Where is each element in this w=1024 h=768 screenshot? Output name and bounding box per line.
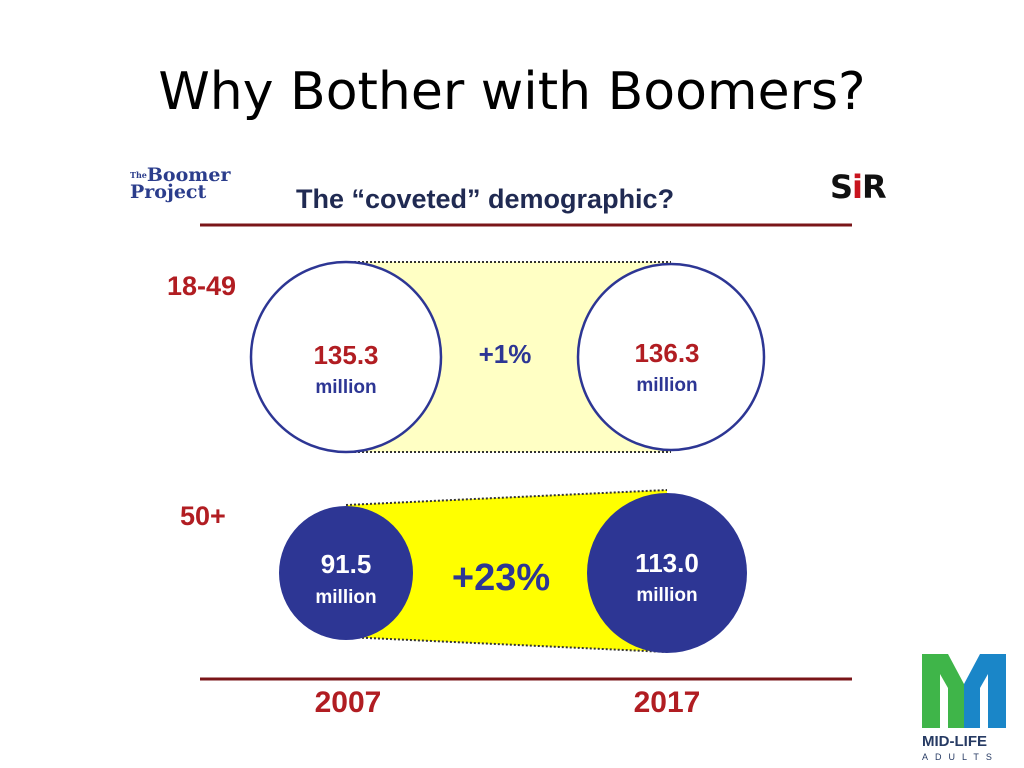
sir-logo-figure-icon: i [852, 168, 863, 206]
unit-18-49-2007: million [315, 377, 376, 398]
boomer-logo-prefix: The [130, 170, 147, 180]
row-label-50-plus: 50+ [180, 501, 226, 531]
circle-18-49-2007 [249, 260, 443, 454]
sir-logo-right: R [862, 168, 887, 206]
unit-50-plus-2017: million [636, 585, 697, 606]
band-50-plus [346, 490, 667, 652]
value-18-49-2017: 136.3 [634, 338, 699, 368]
value-18-49-2007: 135.3 [313, 340, 378, 370]
circle-18-49-2017 [576, 262, 766, 452]
year-end: 2017 [634, 686, 701, 719]
boomer-project-logo: TheBoomer Project [130, 164, 231, 203]
circle-50-plus-2017 [587, 493, 747, 653]
graphic-headline: The “coveted” demographic? [296, 184, 675, 214]
value-50-plus-2007: 91.5 [321, 549, 372, 579]
value-50-plus-2017: 113.0 [635, 548, 699, 578]
change-50-plus: +23% [452, 557, 550, 599]
circle-50-plus-2007 [279, 506, 413, 640]
row-label-18-49: 18-49 [167, 271, 236, 301]
sir-logo: SiR [830, 168, 887, 206]
slide-title: Why Bother with Boomers? [158, 62, 866, 122]
band-50-plus-bottom-edge [345, 636, 668, 653]
change-18-49: +1% [479, 339, 532, 369]
brand-name: MID-LIFE [922, 733, 987, 750]
boomer-logo-line2: Project [130, 181, 207, 203]
sir-logo-left: S [830, 168, 853, 206]
unit-18-49-2017: million [636, 375, 697, 396]
year-start: 2007 [315, 686, 382, 719]
unit-50-plus-2007: million [315, 587, 376, 608]
mid-life-adults-logo-icon [922, 654, 1006, 728]
band-50-plus-top-edge [345, 489, 668, 506]
brand-subtitle: ADULTS [922, 752, 999, 762]
boomer-logo-line1: Boomer [146, 164, 231, 186]
